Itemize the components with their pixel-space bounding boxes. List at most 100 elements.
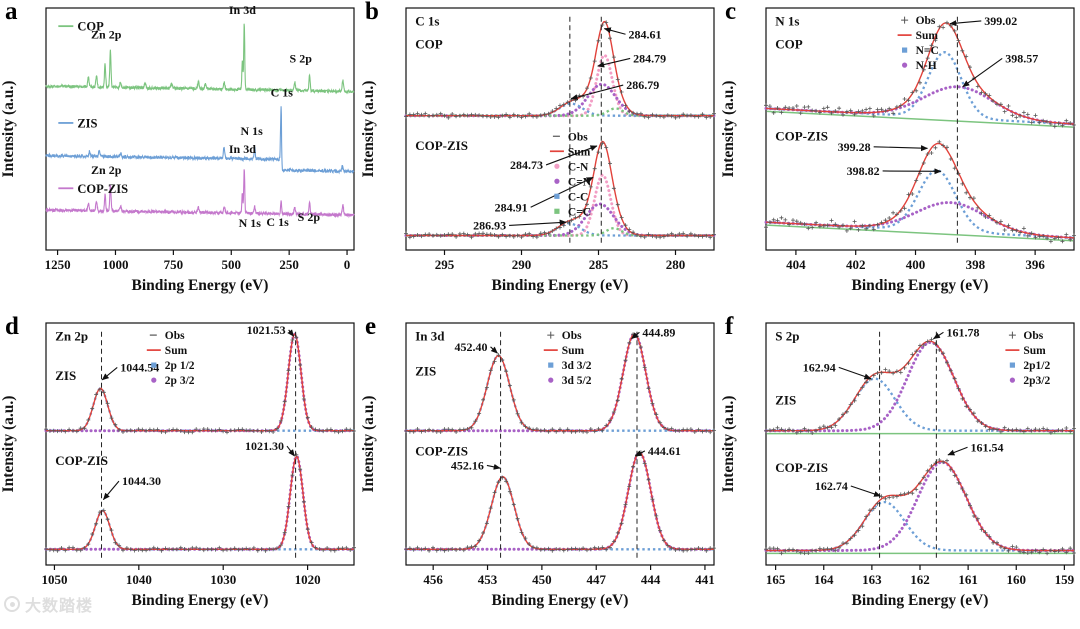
svg-text:284.61: 284.61 (629, 27, 662, 41)
svg-text:Sum: Sum (1023, 345, 1046, 357)
svg-text:N=C: N=C (916, 45, 939, 57)
svg-text:Intensity (a.u.): Intensity (a.u.) (0, 396, 17, 493)
svg-text:Sum: Sum (562, 345, 585, 357)
svg-text:COP-ZIS: COP-ZIS (55, 453, 108, 468)
svg-text:Intensity (a.u.): Intensity (a.u.) (720, 396, 737, 493)
svg-text:1050: 1050 (41, 572, 67, 587)
svg-text:C=N: C=N (568, 176, 592, 188)
svg-text:Sum: Sum (568, 146, 591, 158)
svg-text:Zn 2p: Zn 2p (91, 163, 122, 177)
svg-text:399.28: 399.28 (838, 140, 871, 154)
svg-text:398.57: 398.57 (1005, 51, 1038, 65)
svg-text:1030: 1030 (210, 572, 236, 587)
svg-text:162.74: 162.74 (815, 479, 848, 493)
svg-text:453: 453 (478, 572, 498, 587)
svg-text:Intensity (a.u.): Intensity (a.u.) (0, 81, 17, 178)
svg-text:450: 450 (532, 572, 552, 587)
panel-d: d 1050 1040 1030 1020 Binding Energy (eV) Int… (0, 313, 360, 629)
svg-text:In 3d: In 3d (229, 3, 256, 17)
svg-text:2p1/2: 2p1/2 (1023, 360, 1050, 372)
svg-text:Zn 2p: Zn 2p (91, 27, 122, 41)
panel-c-letter: c (725, 0, 737, 25)
svg-text:S 2p: S 2p (298, 210, 321, 224)
svg-text:COP-ZIS: COP-ZIS (415, 138, 468, 153)
panel-d-letter: d (5, 313, 19, 340)
svg-text:3d 5/2: 3d 5/2 (562, 375, 592, 387)
svg-text:286.93: 286.93 (473, 218, 506, 232)
svg-text:3d 3/2: 3d 3/2 (562, 360, 592, 372)
svg-text:Obs: Obs (1023, 330, 1043, 342)
svg-text:285: 285 (589, 257, 609, 272)
svg-text:163: 163 (862, 572, 882, 587)
svg-text:164: 164 (814, 572, 834, 587)
svg-text:0: 0 (344, 257, 351, 272)
svg-text:COP: COP (415, 36, 443, 51)
svg-text:452.40: 452.40 (455, 340, 488, 354)
svg-text:COP-ZIS: COP-ZIS (775, 128, 828, 143)
svg-text:ZIS: ZIS (415, 363, 436, 378)
svg-text:295: 295 (435, 257, 455, 272)
svg-text:S 2p: S 2p (290, 51, 313, 65)
watermark: 大数踏楼 (4, 592, 93, 616)
svg-text:Obs: Obs (165, 330, 185, 342)
svg-text:Obs: Obs (916, 15, 936, 27)
svg-text:COP-ZIS: COP-ZIS (77, 182, 128, 196)
svg-text:2p3/2: 2p3/2 (1023, 375, 1050, 387)
svg-text:Sum: Sum (165, 345, 188, 357)
svg-text:444: 444 (641, 572, 661, 587)
svg-text:COP-ZIS: COP-ZIS (775, 460, 828, 475)
svg-text:284.91: 284.91 (495, 200, 528, 214)
svg-text:Binding Energy (eV): Binding Energy (eV) (132, 277, 269, 294)
svg-text:404: 404 (786, 257, 806, 272)
svg-text:444.61: 444.61 (648, 444, 681, 458)
svg-text:ZIS: ZIS (775, 392, 796, 407)
svg-text:ZIS: ZIS (55, 368, 76, 383)
svg-text:2p 3/2: 2p 3/2 (165, 375, 195, 387)
svg-text:286.79: 286.79 (626, 78, 659, 92)
panel-a: a 1250 1000 750 500 250 0 Binding Energy (eV) I… (0, 0, 360, 314)
svg-text:1250: 1250 (45, 257, 71, 272)
svg-text:N 1s: N 1s (239, 216, 262, 230)
svg-text:447: 447 (586, 572, 606, 587)
svg-text:C=C: C=C (568, 206, 591, 218)
svg-text:165: 165 (766, 572, 786, 587)
panel-b: b 295 290 285 280 Binding Energy (eV) Intensi… (360, 0, 720, 314)
svg-text:290: 290 (512, 257, 532, 272)
svg-text:161.78: 161.78 (946, 325, 979, 339)
watermark-logo-icon (4, 596, 20, 612)
panel-d-chart: 1050 1040 1030 1020 Binding Energy (eV) Inten… (0, 322, 356, 609)
svg-text:280: 280 (666, 257, 686, 272)
svg-text:Binding Energy (eV): Binding Energy (eV) (492, 277, 629, 294)
svg-text:402: 402 (846, 257, 866, 272)
svg-text:COP: COP (775, 36, 803, 51)
svg-text:441: 441 (695, 572, 715, 587)
svg-text:1000: 1000 (102, 257, 128, 272)
svg-text:Binding Energy (eV): Binding Energy (eV) (132, 592, 269, 609)
svg-text:S 2p: S 2p (775, 328, 799, 343)
svg-text:COP: COP (77, 20, 104, 34)
svg-text:C 1s: C 1s (415, 13, 439, 28)
panel-f-chart: 165 164 163 162 161 160 159 Binding Energy (eV)… (720, 322, 1076, 609)
svg-text:1040: 1040 (126, 572, 152, 587)
svg-text:C 1s: C 1s (266, 215, 289, 229)
panel-f: f 165 164 163 162 161 160 159 Binding Energy (e… (720, 313, 1080, 629)
svg-text:Intensity (a.u.): Intensity (a.u.) (720, 81, 737, 178)
panel-a-chart: 1250 1000 750 500 250 0 Binding Energy (eV) Int… (0, 3, 355, 294)
svg-text:250: 250 (279, 257, 299, 272)
svg-text:N 1s: N 1s (240, 124, 263, 138)
panel-e-chart: 456 453 450 447 444 441 Binding Energy (eV) Int… (360, 322, 716, 609)
svg-text:500: 500 (222, 257, 242, 272)
panel-b-chart: 295 290 285 280 Binding Energy (eV) Intensity… (360, 7, 716, 294)
svg-text:162.94: 162.94 (803, 360, 836, 374)
panel-e-letter: e (365, 313, 377, 340)
svg-text:162: 162 (910, 572, 930, 587)
svg-text:2p 1/2: 2p 1/2 (165, 360, 195, 372)
svg-text:1020: 1020 (295, 572, 321, 587)
svg-text:Binding Energy (eV): Binding Energy (eV) (492, 592, 629, 609)
svg-text:161: 161 (958, 572, 978, 587)
svg-text:C-C: C-C (568, 191, 588, 203)
watermark-text: 大数踏楼 (25, 598, 94, 615)
svg-text:COP-ZIS: COP-ZIS (415, 443, 468, 458)
panel-c: c 404 402 400 398 396 Binding Energy (eV) Inte… (720, 0, 1080, 314)
